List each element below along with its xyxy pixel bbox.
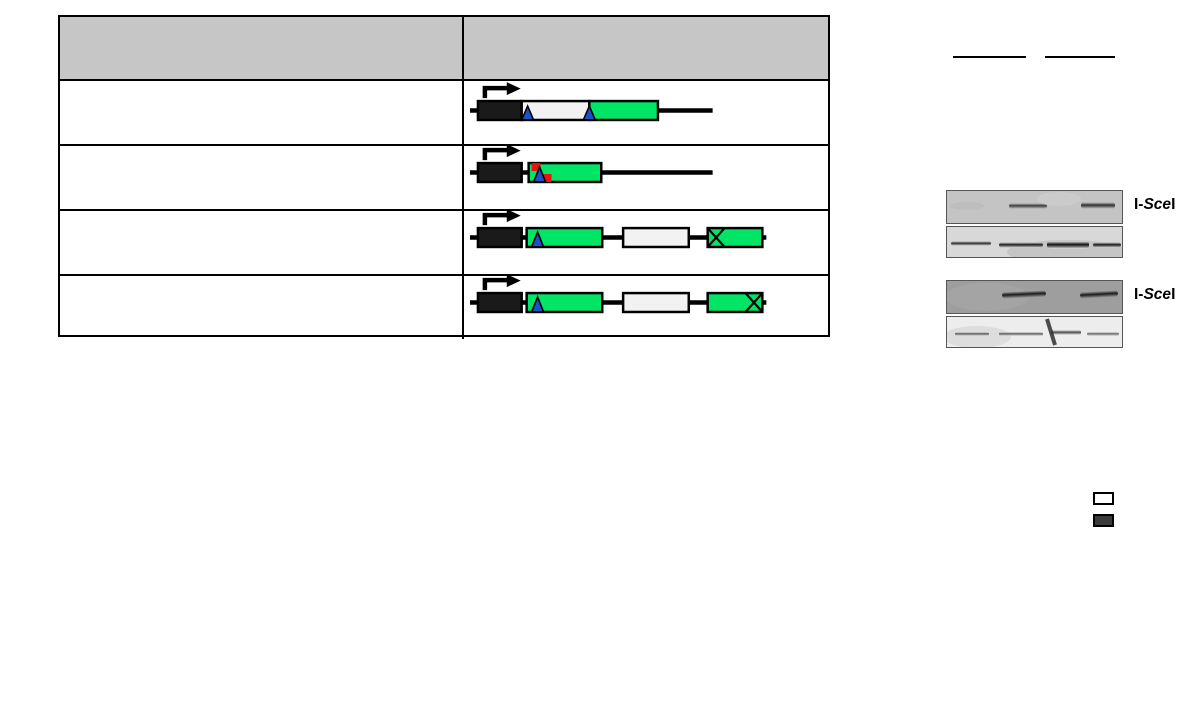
blot-probe-label-old-isce1: I-SceI xyxy=(1134,286,1176,303)
pathway-cell-hr-ssa xyxy=(60,211,464,274)
substrate-cell-hr xyxy=(464,276,828,339)
western-blot-panel: I-SceI xyxy=(866,0,1200,350)
blot-image-young-isce1 xyxy=(946,190,1123,224)
blot-image-old-isce1 xyxy=(946,280,1123,314)
pathway-cell-mmej xyxy=(60,146,464,209)
legend-item-old xyxy=(1093,514,1121,527)
table-row-hr-ssa xyxy=(60,211,828,276)
blot-image-old-actin xyxy=(946,316,1123,348)
pathway-cell-hr xyxy=(60,276,464,339)
construct-diagram-mmej xyxy=(469,146,713,184)
construct-diagram-hr xyxy=(469,276,767,314)
substrate-cell-nhej xyxy=(464,81,828,144)
chart-legend xyxy=(1093,492,1121,536)
construct-diagram-hr-ssa xyxy=(469,211,767,249)
substrate-cell-mmej xyxy=(464,146,828,209)
header-cell-substrates xyxy=(464,17,828,79)
table-row-hr xyxy=(60,276,828,339)
blot-group-rule-male xyxy=(1045,56,1115,58)
table-row-nhej xyxy=(60,81,828,146)
legend-item-young xyxy=(1093,492,1121,505)
table-header-row xyxy=(60,17,828,81)
substrate-cell-hr-ssa xyxy=(464,211,828,274)
table-row-mmej xyxy=(60,146,828,211)
blot-image-young-actin xyxy=(946,226,1123,258)
header-cell-pathway xyxy=(60,17,464,79)
blot-probe-label-young-isce1: I-SceI xyxy=(1134,196,1176,213)
pathway-cell-nhej xyxy=(60,81,464,144)
dsb-repair-table xyxy=(58,15,830,339)
blot-group-rule-female xyxy=(953,56,1026,58)
construct-diagram-nhej xyxy=(469,82,713,122)
legend-swatch-young xyxy=(1093,492,1114,505)
legend-swatch-old xyxy=(1093,514,1114,527)
